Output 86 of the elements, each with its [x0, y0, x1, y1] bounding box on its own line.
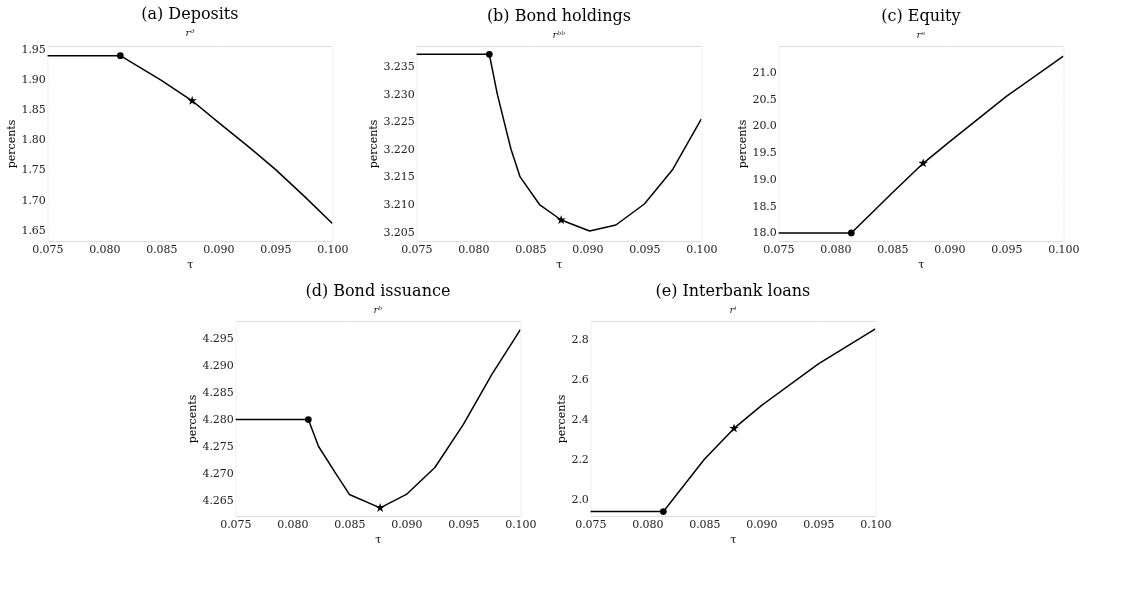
x-tick-label: 0.100: [317, 242, 349, 256]
chart-title: (c) Equity: [881, 6, 961, 25]
x-tick-label: 0.075: [220, 517, 252, 531]
x-tick-label: 0.080: [277, 517, 309, 531]
x-tick-label: 0.090: [203, 242, 235, 256]
x-tick-label: 0.095: [448, 517, 480, 531]
x-tick-label: 0.100: [505, 517, 537, 531]
y-axis-title: percents: [5, 119, 19, 169]
x-axis-title: τ: [556, 257, 563, 271]
line-series: [47, 54, 333, 225]
y-tick-label: 2.8: [571, 333, 589, 347]
y-tick-label: 4.265: [202, 493, 234, 507]
y-tick-label: 1.90: [21, 73, 46, 87]
y-tick-label: 3.230: [383, 87, 415, 101]
x-tick-label: 0.085: [515, 242, 547, 256]
y-tick-label: 1.80: [21, 133, 46, 147]
y-tick-label: 2.0: [571, 492, 589, 506]
x-tick-label: 0.085: [689, 517, 721, 531]
y-tick-label: 3.225: [383, 115, 415, 129]
x-tick-label: 0.075: [575, 517, 607, 531]
x-tick-label: 0.075: [32, 242, 64, 256]
y-tick-label: 18.5: [752, 199, 777, 213]
x-tick-label: 0.080: [89, 242, 121, 256]
y-axis-title: percents: [736, 119, 750, 169]
y-tick-label: 2.4: [571, 412, 589, 426]
y-tick-label: 3.215: [383, 170, 415, 184]
x-tick-label: 0.100: [1048, 242, 1080, 256]
y-tick-label: 4.275: [202, 440, 234, 454]
y-tick-label: 1.95: [21, 43, 46, 57]
y-axis-title: percents: [555, 394, 569, 444]
line-series: [416, 53, 702, 232]
x-axis-title: τ: [918, 257, 925, 271]
y-tick-label: 18.0: [752, 226, 777, 240]
chart-subtitle: rⁱ: [729, 304, 737, 315]
x-tick-label: 0.085: [334, 517, 366, 531]
y-axis-title: percents: [367, 119, 381, 169]
chart-subtitle: rᵉ: [916, 29, 926, 40]
chart-subtitle: rᵇ: [373, 304, 383, 315]
line-series: [590, 328, 876, 513]
x-tick-label: 0.090: [934, 242, 966, 256]
x-tick-label: 0.100: [686, 242, 718, 256]
x-tick-label: 0.080: [458, 242, 490, 256]
x-tick-label: 0.085: [146, 242, 178, 256]
y-tick-label: 2.6: [571, 373, 589, 387]
x-tick-label: 0.090: [572, 242, 604, 256]
x-axis-title: τ: [375, 532, 382, 546]
x-axis-title: τ: [187, 257, 194, 271]
y-tick-label: 4.270: [202, 466, 234, 480]
y-tick-label: 20.0: [752, 119, 777, 133]
y-axis-title: percents: [186, 394, 200, 444]
chart-title: (a) Deposits: [141, 3, 239, 23]
y-tick-label: 4.280: [202, 413, 234, 427]
x-tick-label: 0.100: [860, 517, 892, 531]
y-tick-label: 4.285: [202, 386, 234, 400]
x-tick-label: 0.090: [746, 517, 778, 531]
y-tick-label: 20.5: [752, 92, 777, 106]
y-tick-label: 1.75: [21, 163, 46, 177]
y-tick-label: 4.295: [202, 332, 234, 346]
y-tick-label: 19.5: [752, 146, 777, 160]
x-tick-label: 0.095: [991, 242, 1023, 256]
x-tick-label: 0.075: [763, 242, 795, 256]
x-tick-label: 0.095: [260, 242, 292, 256]
chart-title: (e) Interbank loans: [655, 281, 811, 300]
y-tick-label: 4.290: [202, 359, 234, 373]
y-tick-label: 2.2: [571, 452, 589, 466]
chart-subtitle: rᵈ: [185, 26, 195, 38]
x-tick-label: 0.080: [632, 517, 664, 531]
x-tick-label: 0.080: [820, 242, 852, 256]
chart-title: (d) Bond issuance: [305, 281, 451, 300]
y-tick-label: 3.220: [383, 142, 415, 156]
y-tick-label: 1.65: [21, 223, 46, 237]
x-tick-label: 0.095: [803, 517, 835, 531]
x-tick-label: 0.075: [401, 242, 433, 256]
y-tick-label: 19.0: [752, 172, 777, 186]
x-tick-label: 0.090: [391, 517, 423, 531]
y-tick-label: 21.0: [752, 65, 777, 79]
y-tick-label: 3.210: [383, 198, 415, 212]
chart-title: (b) Bond holdings: [486, 6, 631, 25]
y-tick-label: 3.235: [383, 59, 415, 73]
x-axis-title: τ: [730, 532, 737, 546]
y-tick-label: 1.70: [21, 193, 46, 207]
chart-subtitle: rᵇᵇ: [552, 29, 566, 40]
y-tick-label: 1.85: [21, 103, 46, 117]
y-tick-label: 3.205: [383, 225, 415, 239]
x-tick-label: 0.095: [629, 242, 661, 256]
x-tick-label: 0.085: [877, 242, 909, 256]
